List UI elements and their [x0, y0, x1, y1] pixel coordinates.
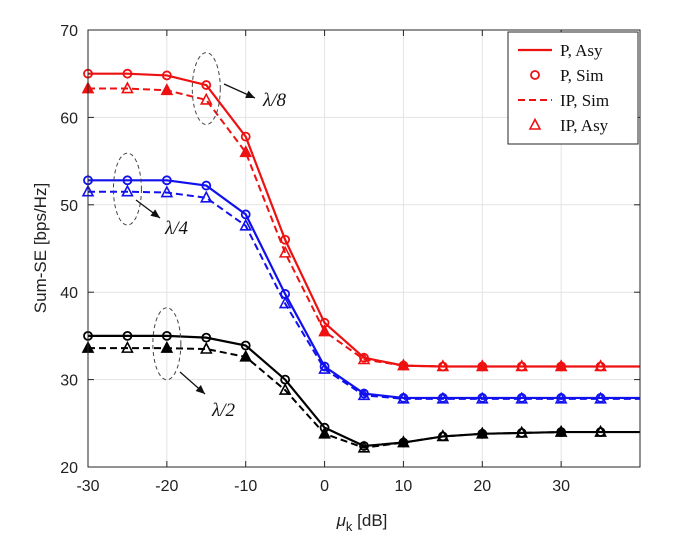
- circle-marker: [161, 70, 172, 81]
- circle-marker: [240, 340, 251, 351]
- legend: P, Asy P, Sim IP, Sim IP, Asy: [507, 31, 639, 145]
- triangle-marker: [121, 184, 134, 197]
- triangle-marker: [397, 391, 410, 404]
- triangle-marker: [121, 81, 134, 94]
- x-tick-label: 10: [395, 478, 413, 495]
- triangle-marker: [160, 83, 174, 96]
- annotations: λ/8 λ/4 λ/2: [112, 52, 287, 421]
- annotation-label: λ/8: [262, 90, 287, 111]
- y-tick-label: 20: [60, 460, 78, 477]
- y-tick-label: 50: [60, 198, 78, 215]
- x-axis-label-mu: μ: [336, 511, 347, 530]
- triangle-marker: [554, 359, 568, 372]
- y-tick-label: 70: [60, 23, 78, 40]
- triangle-marker: [278, 382, 292, 395]
- circle-marker: [530, 70, 540, 80]
- circle-marker: [240, 131, 251, 142]
- circle-marker: [201, 80, 212, 90]
- series-line-p: [88, 72, 640, 368]
- triangle-marker: [121, 340, 134, 353]
- axis-ticks: -30 -20 -10 0 10 20 30 20 30 40 50 60 70: [60, 23, 640, 495]
- x-axis-label: μk [dB]: [336, 511, 388, 534]
- triangle-marker: [475, 391, 489, 404]
- circle-marker: [122, 330, 133, 341]
- triangle-marker: [397, 358, 410, 371]
- annotation-arrow-head: [245, 90, 255, 98]
- x-tick-label: 20: [473, 478, 491, 495]
- x-axis-label-subscript: k: [346, 519, 353, 534]
- x-axis-label-unit: [dB]: [352, 511, 387, 530]
- triangle-marker: [397, 435, 410, 448]
- triangle-marker: [199, 92, 213, 105]
- circle-marker: [161, 330, 172, 341]
- triangle-marker: [357, 352, 371, 365]
- data-markers: [81, 68, 607, 453]
- annotation-ellipse: [112, 152, 142, 226]
- x-tick-label: 30: [552, 478, 570, 495]
- triangle-marker: [199, 190, 213, 203]
- annotation-arrow-head: [150, 209, 160, 218]
- triangle-marker: [160, 340, 174, 353]
- triangle-marker: [436, 429, 450, 442]
- triangle-marker: [475, 359, 489, 372]
- triangle-marker: [160, 185, 174, 198]
- annotation-arrow-head: [195, 385, 205, 394]
- y-tick-label: 40: [60, 285, 78, 302]
- plot-area-frame: [87, 29, 641, 468]
- circle-marker: [240, 209, 251, 220]
- circle-marker: [201, 180, 212, 191]
- triangle-marker: [594, 391, 607, 404]
- triangle-marker: [436, 359, 450, 372]
- triangle-marker: [554, 391, 568, 404]
- series-line-p: [88, 179, 640, 400]
- triangle-marker: [554, 424, 568, 437]
- legend-label: P, Asy: [560, 41, 603, 60]
- annotation-ellipse: [191, 52, 221, 126]
- series-line-p: [88, 334, 640, 448]
- y-axis-label: Sum-SE [bps/Hz]: [31, 183, 50, 313]
- triangle-marker: [475, 426, 489, 439]
- triangle-marker: [515, 359, 529, 372]
- circle-marker: [161, 175, 172, 186]
- triangle-marker: [594, 424, 607, 437]
- triangle-marker: [239, 349, 253, 362]
- legend-label: IP, Sim: [560, 91, 609, 110]
- triangle-marker: [515, 391, 529, 404]
- triangle-marker: [239, 145, 253, 158]
- triangle-marker: [318, 324, 331, 337]
- legend-label: P, Sim: [560, 66, 603, 85]
- triangle-marker: [278, 296, 292, 309]
- circle-marker: [122, 175, 133, 186]
- triangle-marker: [515, 425, 529, 438]
- y-tick-label: 60: [60, 110, 78, 127]
- triangle-marker: [239, 218, 253, 231]
- data-series: [88, 72, 640, 449]
- x-tick-label: -10: [234, 478, 257, 495]
- x-tick-label: 0: [320, 478, 329, 495]
- triangle-marker: [436, 391, 450, 404]
- annotation-label: λ/4: [164, 218, 189, 239]
- triangle-marker: [318, 361, 331, 374]
- x-tick-label: -20: [155, 478, 178, 495]
- legend-label: IP, Asy: [560, 116, 609, 135]
- annotation-label: λ/2: [211, 400, 236, 421]
- triangle-marker: [357, 388, 371, 401]
- circle-marker: [280, 234, 291, 245]
- series-line-ip: [88, 87, 640, 368]
- x-tick-label: -30: [76, 478, 99, 495]
- circle-marker: [201, 332, 212, 343]
- triangle-marker: [199, 341, 213, 354]
- triangle-marker: [528, 117, 542, 130]
- circle-marker: [122, 68, 133, 79]
- y-tick-label: 30: [60, 373, 78, 390]
- triangle-marker: [357, 440, 371, 453]
- triangle-marker: [318, 426, 331, 439]
- triangle-marker: [278, 245, 292, 258]
- annotation-ellipse: [152, 307, 182, 381]
- triangle-marker: [594, 359, 607, 372]
